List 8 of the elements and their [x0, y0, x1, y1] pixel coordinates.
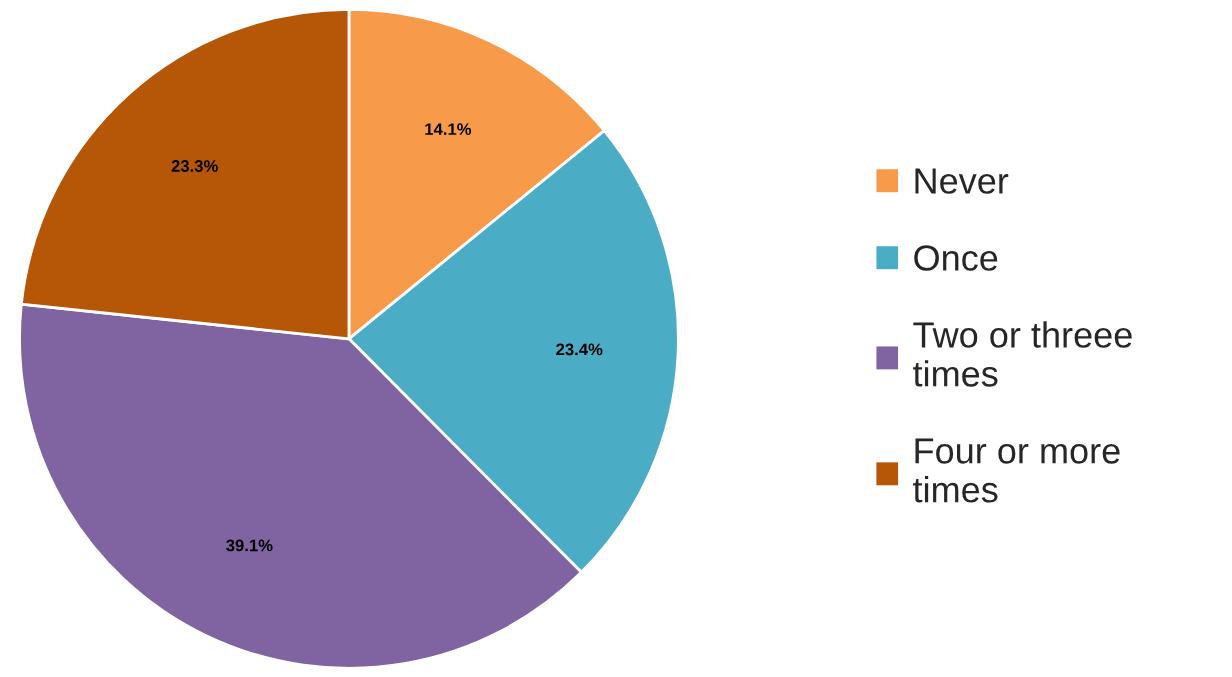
legend-label: Four or more times — [913, 438, 1120, 503]
data-label: 14.1% — [425, 123, 472, 135]
data-label: 23.4% — [556, 343, 603, 356]
legend-label: Once — [914, 245, 998, 271]
legend-label: Two or threee times — [913, 321, 1132, 387]
legend-label: Never — [915, 168, 1009, 194]
data-label: 23.3% — [171, 160, 218, 172]
data-label: 39.1% — [226, 539, 273, 552]
